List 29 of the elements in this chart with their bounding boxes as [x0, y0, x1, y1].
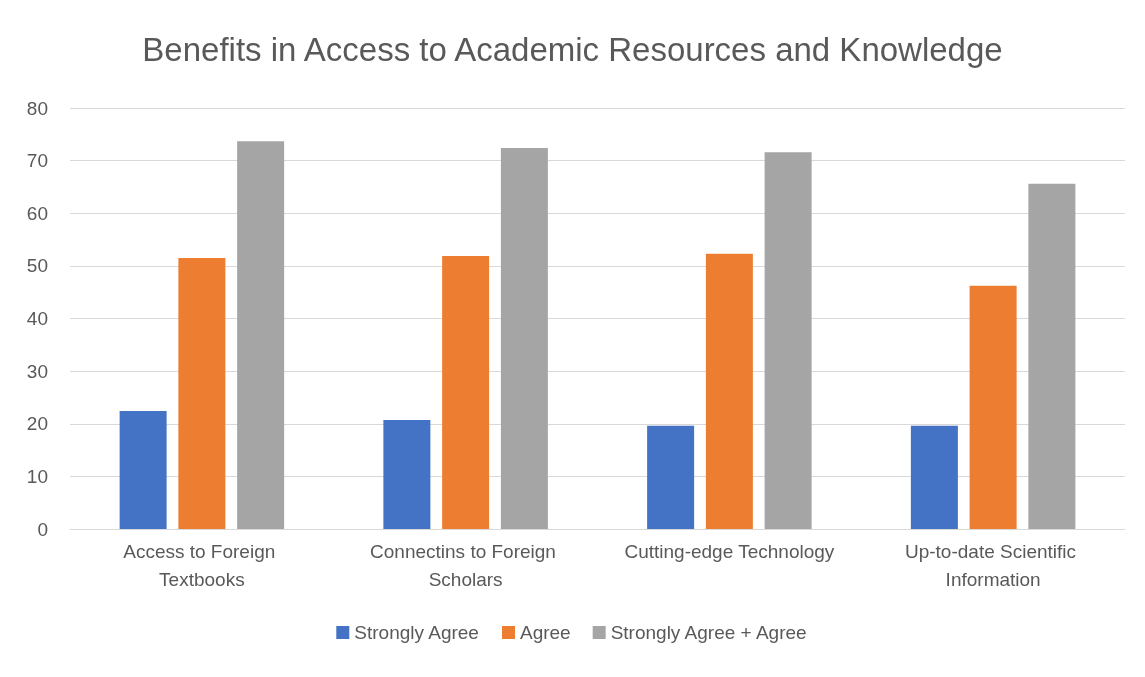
bar	[969, 285, 1017, 529]
y-tick-label: 0	[37, 518, 48, 540]
bar	[237, 141, 285, 529]
y-tick-label: 70	[26, 150, 48, 172]
legend-label: Strongly Agree	[354, 622, 479, 643]
y-tick-label: 40	[26, 308, 48, 329]
bar	[705, 253, 753, 529]
x-tick-label: Cutting-edge Technology	[624, 540, 835, 562]
y-tick-label: 10	[26, 465, 48, 487]
bar	[647, 425, 695, 529]
bar	[442, 255, 490, 529]
legend-label: Strongly Agree + Agree	[610, 622, 807, 643]
x-tick-label: Up-to-date Scientific Information	[904, 540, 1082, 590]
bar	[764, 152, 812, 529]
y-tick-label: 50	[26, 255, 48, 277]
chart-title: Benefits in Access to Academic Resources and Knowledge	[142, 31, 1003, 68]
y-tick-label: 80	[26, 97, 48, 119]
bar	[119, 411, 167, 529]
bar	[178, 257, 226, 529]
y-tick-label: 20	[26, 413, 48, 435]
bar	[910, 425, 958, 529]
y-tick-label: 30	[26, 360, 48, 382]
y-tick-label: 60	[26, 202, 48, 224]
bar	[1028, 183, 1076, 529]
x-tick-label: Connectins to Foreign Scholars	[370, 540, 562, 590]
bar	[383, 420, 431, 529]
legend-label: Agree	[519, 622, 571, 643]
x-tick-label: Access to Foreign Textbooks	[123, 540, 281, 590]
bar	[500, 148, 548, 529]
